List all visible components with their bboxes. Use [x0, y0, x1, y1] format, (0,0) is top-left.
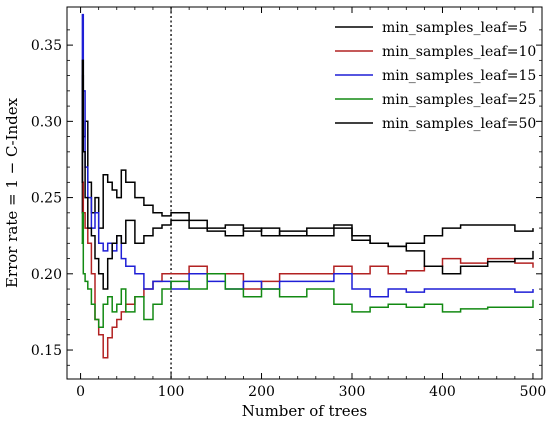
plot-frame: [66, 6, 543, 380]
legend-label: min_samples_leaf=5: [382, 20, 527, 36]
x-tick-label: 300: [339, 384, 366, 400]
series-line-5: [81, 59, 534, 290]
legend-label: min_samples_leaf=15: [382, 68, 536, 84]
legend: min_samples_leaf=5 min_samples_leaf=10min…: [335, 20, 536, 132]
legend-label: min_samples_leaf=50: [382, 116, 536, 132]
x-tick-label: 200: [248, 384, 275, 400]
y-tick-label: 0.30: [31, 114, 62, 130]
x-tick-label: 500: [520, 384, 547, 400]
series-line-3: [81, 13, 534, 298]
legend-label: min_samples_leaf=10: [382, 44, 536, 60]
y-tick-label: 0.15: [31, 343, 62, 359]
x-axis-label: Number of trees: [242, 402, 367, 420]
x-tick-label: 100: [158, 384, 185, 400]
ticks-layer: 0 100 200 300 400 500 0.15 0.20 0.25 0.30 0.35: [31, 7, 546, 400]
y-tick-label: 0.35: [31, 38, 62, 54]
axes-layer: [66, 6, 543, 380]
y-tick-label: 0.25: [31, 191, 62, 207]
x-tick-label: 400: [429, 384, 456, 400]
y-tick-label: 0.20: [31, 267, 62, 283]
series-layer: [81, 13, 534, 359]
legend-label: min_samples_leaf=25: [382, 92, 536, 108]
series-line-4: [81, 212, 534, 328]
series-line-2: [81, 166, 534, 359]
x-tick-label: 0: [76, 384, 85, 400]
y-axis-label: Error rate = 1 − C-Index: [3, 97, 21, 288]
